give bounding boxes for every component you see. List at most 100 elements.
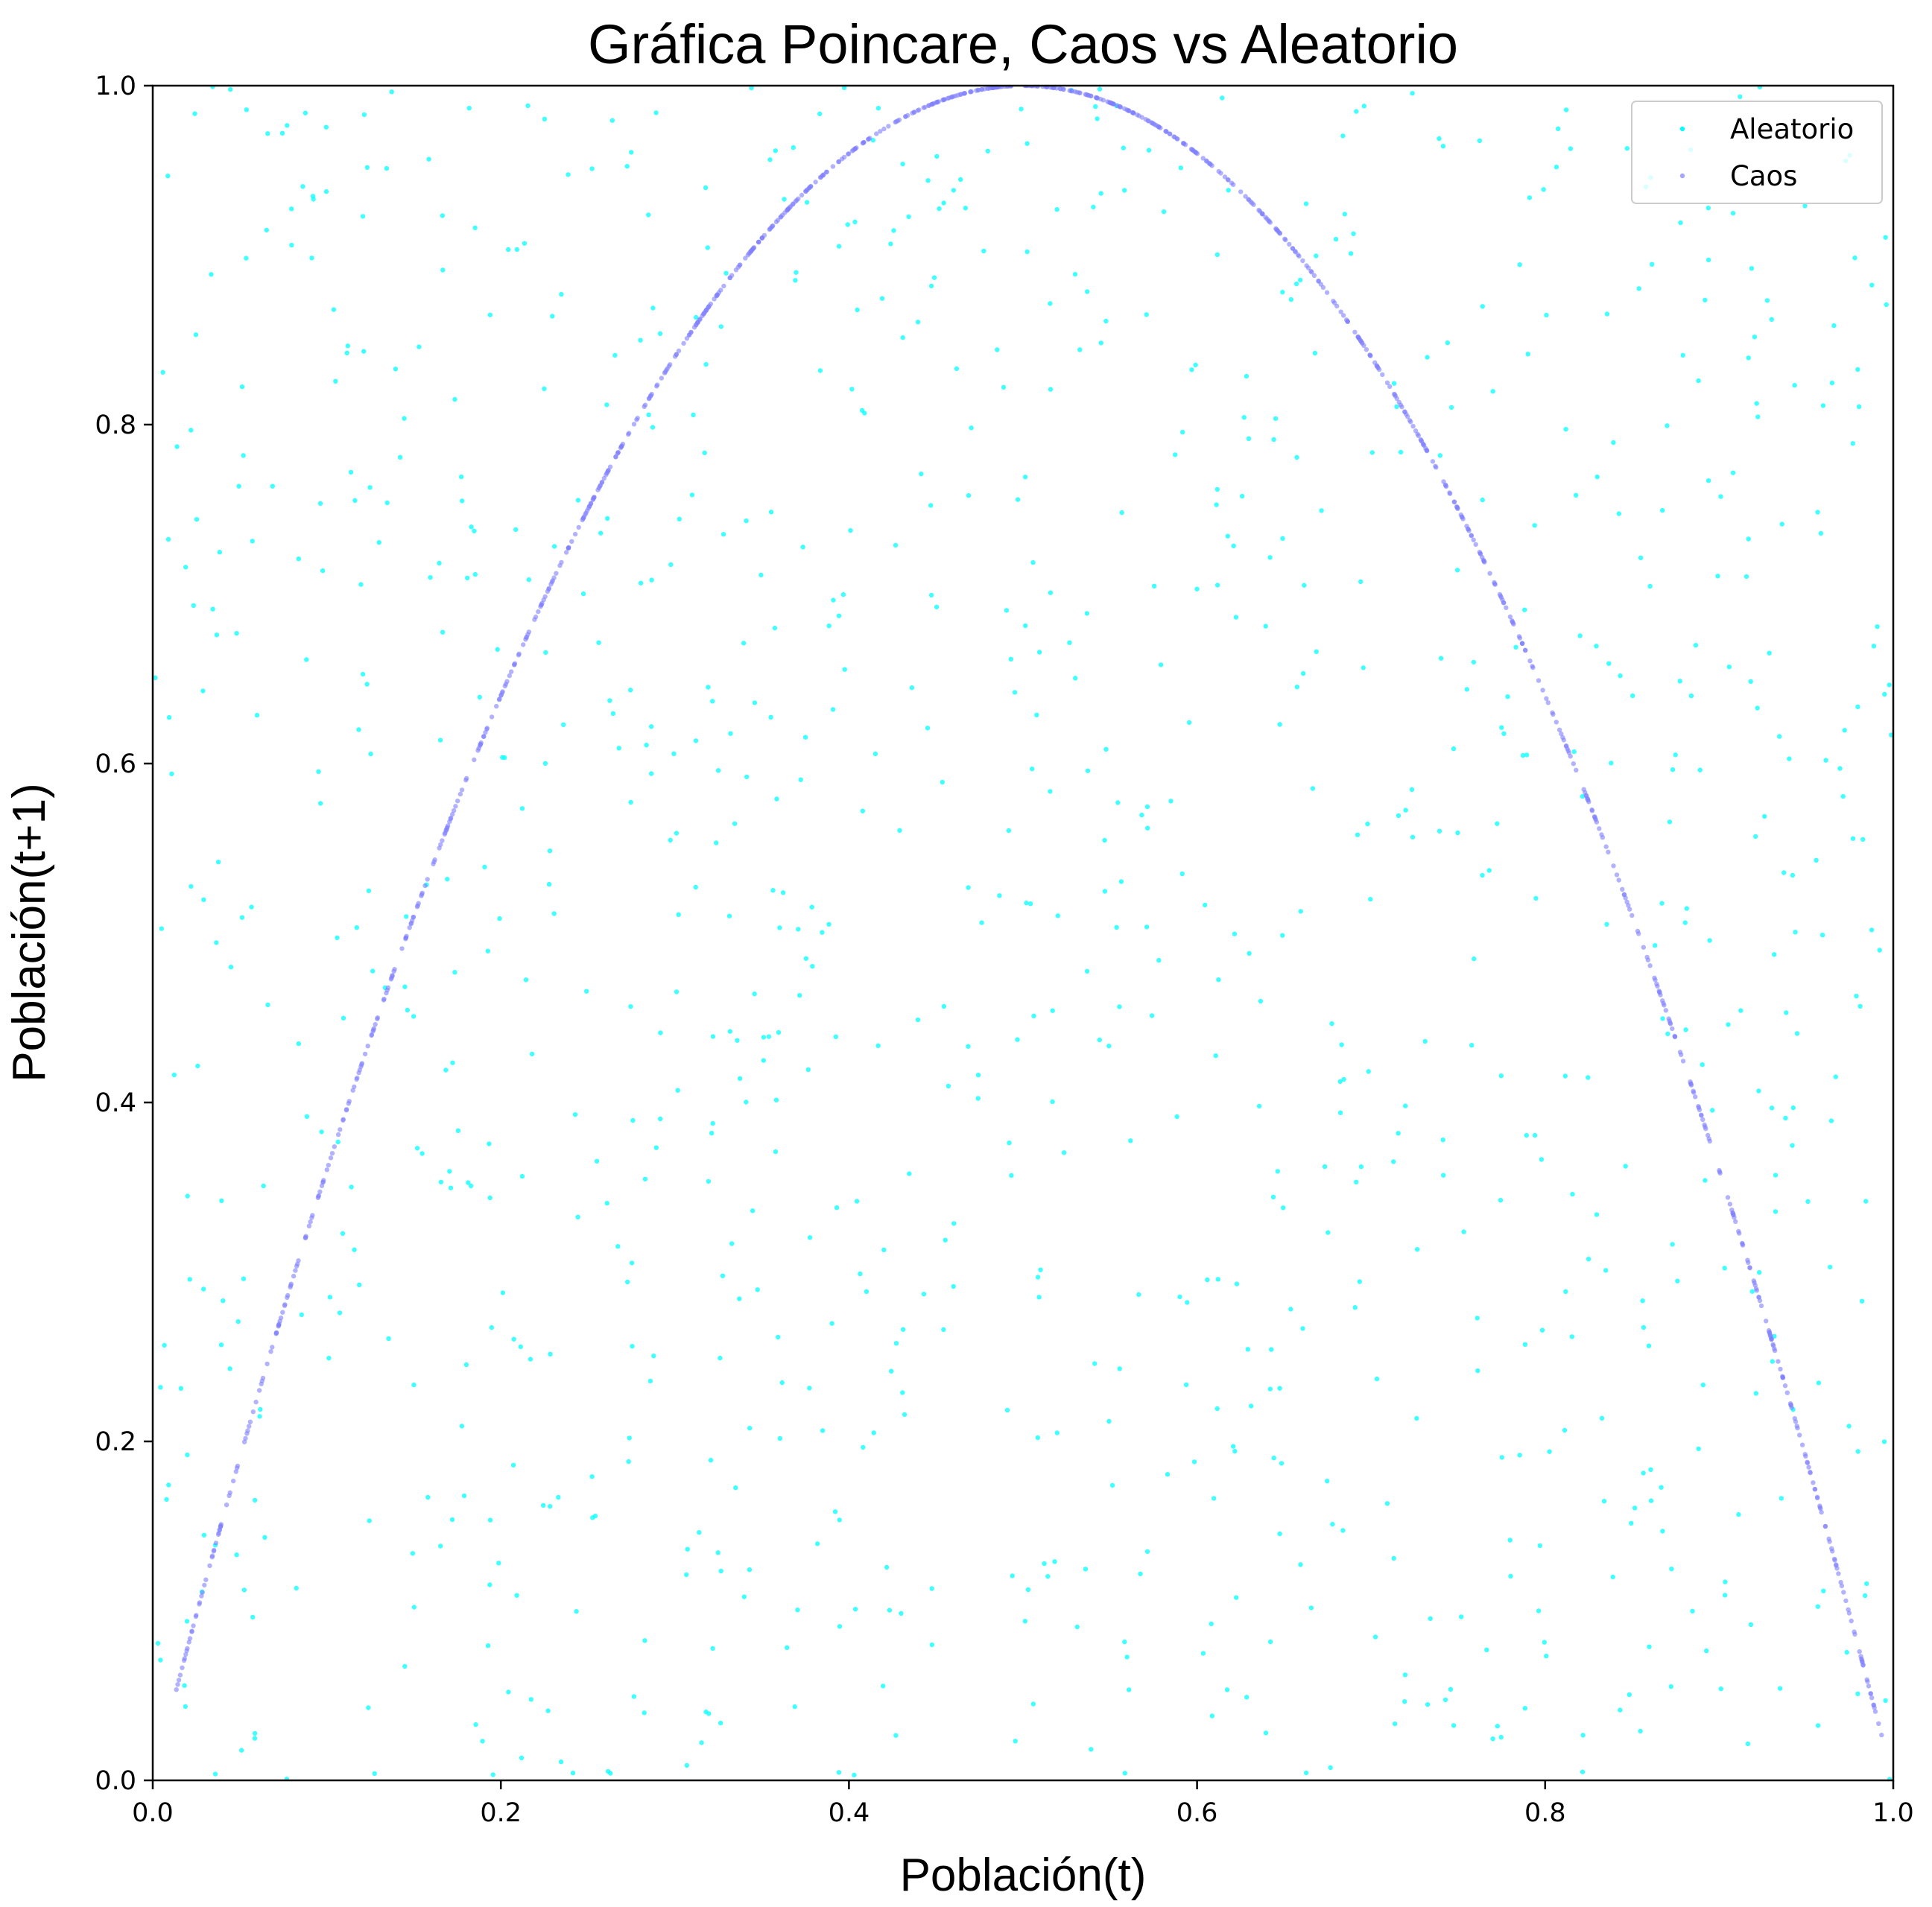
aleatorio-point bbox=[852, 1772, 857, 1777]
aleatorio-point bbox=[506, 1689, 511, 1695]
aleatorio-point bbox=[689, 492, 695, 498]
aleatorio-point bbox=[1840, 793, 1846, 799]
caos-point bbox=[212, 1547, 217, 1553]
caos-point bbox=[1156, 124, 1162, 130]
aleatorio-point bbox=[1240, 493, 1245, 499]
aleatorio-point bbox=[872, 751, 878, 757]
aleatorio-point bbox=[1852, 256, 1857, 261]
aleatorio-point bbox=[1499, 1455, 1505, 1460]
caos-point bbox=[1416, 433, 1422, 438]
aleatorio-point bbox=[848, 527, 853, 533]
aleatorio-point bbox=[335, 935, 340, 941]
aleatorio-point bbox=[1277, 1386, 1282, 1391]
aleatorio-point bbox=[1098, 340, 1104, 346]
aleatorio-point bbox=[1191, 1459, 1197, 1465]
aleatorio-point bbox=[1023, 623, 1028, 629]
aleatorio-point bbox=[1298, 909, 1304, 914]
caos-point bbox=[447, 819, 452, 825]
aleatorio-point bbox=[1384, 1501, 1390, 1506]
aleatorio-point bbox=[1209, 1621, 1214, 1627]
aleatorio-point bbox=[1623, 1164, 1628, 1169]
aleatorio-point bbox=[1648, 1467, 1653, 1473]
aleatorio-point bbox=[1103, 746, 1109, 752]
aleatorio-point bbox=[1012, 690, 1018, 695]
aleatorio-point bbox=[1337, 1110, 1343, 1116]
aleatorio-point bbox=[631, 1694, 637, 1699]
aleatorio-point bbox=[1517, 1453, 1522, 1458]
aleatorio-point bbox=[773, 1149, 779, 1155]
aleatorio-point bbox=[803, 956, 809, 961]
caos-point bbox=[504, 679, 510, 684]
aleatorio-point bbox=[344, 350, 349, 355]
caos-point bbox=[618, 444, 624, 449]
aleatorio-point bbox=[729, 1241, 735, 1246]
aleatorio-point bbox=[548, 1503, 553, 1509]
caos-point bbox=[457, 791, 463, 797]
caos-point bbox=[1550, 710, 1555, 715]
caos-point bbox=[1866, 1684, 1872, 1689]
legend-box bbox=[1631, 101, 1883, 204]
caos-point bbox=[1203, 158, 1209, 163]
aleatorio-point bbox=[1696, 378, 1701, 384]
aleatorio-point bbox=[1445, 340, 1451, 346]
aleatorio-point bbox=[1539, 1327, 1545, 1333]
caos-point bbox=[706, 303, 712, 308]
aleatorio-point bbox=[214, 632, 220, 638]
aleatorio-point bbox=[185, 1193, 190, 1199]
caos-point bbox=[536, 609, 541, 615]
caos-point bbox=[1747, 1265, 1752, 1270]
aleatorio-point bbox=[556, 1494, 561, 1500]
aleatorio-point bbox=[875, 106, 881, 111]
aleatorio-point bbox=[630, 1117, 636, 1123]
aleatorio-point bbox=[650, 425, 656, 430]
aleatorio-point bbox=[804, 200, 810, 205]
aleatorio-point bbox=[178, 1386, 184, 1392]
caos-point bbox=[1320, 285, 1326, 290]
caos-point bbox=[489, 714, 495, 720]
caos-point bbox=[1769, 1336, 1774, 1342]
aleatorio-point bbox=[1288, 296, 1294, 302]
caos-point bbox=[1667, 1021, 1673, 1026]
aleatorio-point bbox=[551, 544, 557, 549]
aleatorio-point bbox=[1563, 427, 1568, 432]
caos-point bbox=[365, 1044, 370, 1049]
caos-point bbox=[381, 997, 387, 1003]
aleatorio-point bbox=[837, 1517, 842, 1523]
x-tick-label: 1.0 bbox=[1872, 1798, 1914, 1828]
aleatorio-point bbox=[410, 1551, 416, 1556]
aleatorio-point bbox=[1787, 756, 1792, 761]
aleatorio-point bbox=[1854, 994, 1859, 999]
aleatorio-point bbox=[1718, 1686, 1723, 1692]
aleatorio-point bbox=[542, 761, 548, 766]
aleatorio-point bbox=[195, 1063, 200, 1069]
aleatorio-point bbox=[1234, 1281, 1240, 1286]
aleatorio-point bbox=[450, 1060, 455, 1065]
aleatorio-point bbox=[1544, 312, 1549, 318]
aleatorio-point bbox=[1609, 761, 1614, 766]
aleatorio-point bbox=[304, 1114, 310, 1120]
aleatorio-point bbox=[1889, 732, 1893, 737]
aleatorio-point bbox=[966, 885, 971, 890]
aleatorio-point bbox=[1215, 1277, 1221, 1282]
caos-point bbox=[180, 1665, 185, 1670]
aleatorio-point bbox=[1249, 1403, 1254, 1409]
aleatorio-point bbox=[1632, 1505, 1638, 1511]
aleatorio-point bbox=[1178, 165, 1184, 171]
aleatorio-point bbox=[1862, 1593, 1868, 1599]
caos-point bbox=[332, 1144, 337, 1149]
caos-point bbox=[1766, 1327, 1772, 1333]
aleatorio-point bbox=[1539, 1157, 1545, 1162]
aleatorio-point bbox=[668, 837, 673, 843]
aleatorio-point bbox=[440, 267, 446, 273]
aleatorio-point bbox=[189, 883, 194, 889]
aleatorio-point bbox=[1161, 209, 1167, 215]
aleatorio-point bbox=[185, 1452, 190, 1458]
aleatorio-point bbox=[780, 890, 786, 895]
aleatorio-point bbox=[1638, 1728, 1643, 1734]
aleatorio-point bbox=[1102, 837, 1107, 843]
caos-point bbox=[243, 1435, 248, 1441]
aleatorio-point bbox=[1677, 679, 1682, 684]
aleatorio-point bbox=[543, 650, 548, 656]
caos-point bbox=[1852, 1631, 1857, 1637]
aleatorio-point bbox=[1703, 1178, 1708, 1183]
